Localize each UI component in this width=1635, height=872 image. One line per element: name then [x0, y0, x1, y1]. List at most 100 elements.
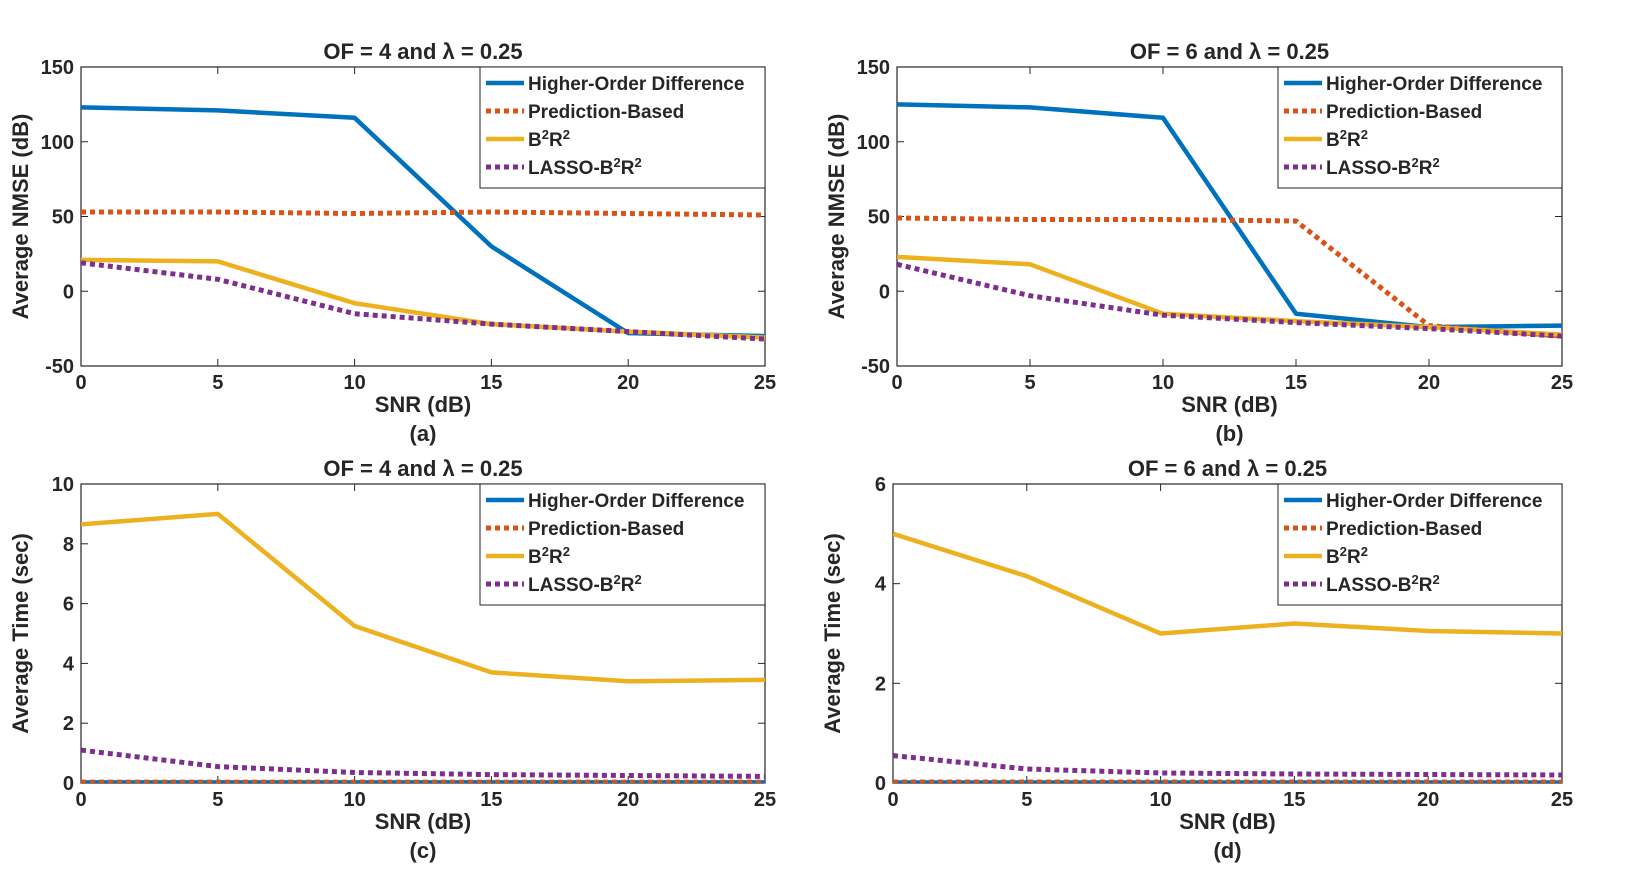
- series-line-3: [893, 531, 1562, 636]
- x-tick-label: 10: [1152, 372, 1174, 394]
- legend-label-2: Prediction-Based: [1326, 102, 1482, 123]
- x-tick-label: 20: [1418, 372, 1440, 394]
- y-tick-label: 0: [63, 773, 74, 795]
- y-axis-label: Average Time (sec): [820, 533, 845, 734]
- x-tick-label: 20: [1417, 789, 1439, 811]
- y-axis-label: Average Time (sec): [8, 533, 33, 734]
- x-tick-label: 15: [1283, 789, 1305, 811]
- x-tick-label: 25: [1551, 789, 1573, 811]
- chart-title: OF = 4 and λ = 0.25: [323, 39, 522, 64]
- series-line-4: [893, 753, 1562, 778]
- y-tick-label: 4: [875, 574, 887, 596]
- y-tick-label: 4: [63, 653, 75, 675]
- x-tick-label: 25: [754, 789, 776, 811]
- panel-caption: (b): [1215, 421, 1243, 446]
- panel-caption: (c): [410, 838, 437, 863]
- legend-label-1: Higher-Order Difference: [1326, 491, 1542, 512]
- series-group: [893, 531, 1562, 783]
- x-tick-label: 5: [1024, 372, 1035, 394]
- legend-box: [1277, 66, 1563, 189]
- x-tick-label: 10: [343, 789, 365, 811]
- series-line-3: [81, 257, 765, 340]
- y-tick-label: 50: [52, 207, 74, 229]
- legend-label-4: LASSO-B2R2: [528, 572, 642, 597]
- chart-panel-4: OF = 6 and λ = 0.25 0 5 10 15 20 25 0 2 4 6 SNR (dB…: [820, 456, 1573, 863]
- x-axis-label: SNR (dB): [375, 392, 472, 417]
- y-tick-label: 10: [52, 474, 74, 496]
- chart-panel-2: OF = 6 and λ = 0.250 5 10 15 20 25-5005010015…: [824, 39, 1573, 446]
- x-tick-label: 0: [75, 789, 86, 811]
- y-tick-label: 2: [63, 713, 74, 735]
- legend-label-1: Higher-Order Difference: [528, 74, 744, 95]
- panel-caption: (d): [1213, 838, 1241, 863]
- y-tick-label: 8: [63, 534, 74, 556]
- x-tick-label: 20: [617, 372, 639, 394]
- x-tick-label: 20: [617, 789, 639, 811]
- series-line-2: [897, 215, 1562, 339]
- series-group: [897, 102, 1562, 339]
- legend-label-2: Prediction-Based: [528, 102, 684, 123]
- y-tick-label: 100: [41, 132, 74, 154]
- legend: Higher-Order Difference Prediction-Based B…: [479, 483, 766, 606]
- chart-title: OF = 4 and λ = 0.25: [323, 456, 522, 481]
- series-line-4: [81, 747, 765, 779]
- x-tick-label: 10: [343, 372, 365, 394]
- y-tick-label: 0: [875, 773, 886, 795]
- y-tick-label: 50: [868, 207, 890, 229]
- x-tick-label: 15: [1285, 372, 1307, 394]
- x-tick-label: 5: [1021, 789, 1032, 811]
- x-axis-label: SNR (dB): [375, 809, 472, 834]
- legend-box: [479, 66, 766, 189]
- y-axis-label: Average NMSE (dB): [824, 114, 849, 320]
- legend-label-1: Higher-Order Difference: [1326, 74, 1542, 95]
- legend: Higher-Order Difference Prediction-Based B…: [1277, 483, 1563, 606]
- y-tick-label: 6: [63, 594, 74, 616]
- series-line-3: [81, 511, 765, 684]
- legend-label-3: B2R2: [1326, 544, 1368, 569]
- legend-label-1: Higher-Order Difference: [528, 491, 744, 512]
- legend-box: [1277, 483, 1563, 606]
- legend-label-4: LASSO-B2R2: [1326, 155, 1440, 180]
- legend-label-2: Prediction-Based: [1326, 519, 1482, 540]
- legend-label-3: B2R2: [1326, 127, 1368, 152]
- x-tick-label: 5: [212, 372, 223, 394]
- x-tick-label: 0: [887, 789, 898, 811]
- legend-label-4: LASSO-B2R2: [1326, 572, 1440, 597]
- y-tick-label: 2: [875, 673, 886, 695]
- x-tick-label: 15: [480, 372, 502, 394]
- x-tick-label: 5: [212, 789, 223, 811]
- x-tick-label: 10: [1149, 789, 1171, 811]
- x-tick-label: 25: [754, 372, 776, 394]
- chart-panel-1: OF = 4 and λ = 0.250 5 10 15 20 25-5005010015…: [8, 39, 776, 446]
- y-tick-label: 0: [63, 281, 74, 303]
- series-group: [81, 511, 765, 783]
- series-group: [81, 105, 765, 342]
- y-tick-label: 0: [879, 281, 890, 303]
- chart-title: OF = 6 and λ = 0.25: [1128, 456, 1327, 481]
- y-tick-label: 6: [875, 474, 886, 496]
- legend: Higher-Order Difference Prediction-Based B…: [1277, 66, 1563, 189]
- y-tick-label: 150: [857, 57, 890, 79]
- chart-panel-3: OF = 4 and λ = 0.25 0 5 10 15 20 25 0 2 4 6 8 10 SNR …: [8, 456, 776, 863]
- x-axis-label: SNR (dB): [1179, 809, 1276, 834]
- legend: Higher-Order Difference Prediction-Based B…: [479, 66, 766, 189]
- legend-label-4: LASSO-B2R2: [528, 155, 642, 180]
- y-tick-label: -50: [45, 356, 74, 378]
- x-tick-label: 0: [891, 372, 902, 394]
- legend-box: [479, 483, 766, 606]
- x-tick-label: 25: [1551, 372, 1573, 394]
- legend-label-2: Prediction-Based: [528, 519, 684, 540]
- y-tick-label: -50: [861, 356, 890, 378]
- x-tick-label: 0: [75, 372, 86, 394]
- panel-caption: (a): [410, 421, 437, 446]
- series-line-4: [897, 261, 1562, 339]
- legend-label-3: B2R2: [528, 544, 570, 569]
- x-axis-label: SNR (dB): [1181, 392, 1278, 417]
- series-line-2: [81, 209, 765, 218]
- y-tick-label: 100: [857, 132, 890, 154]
- chart-title: OF = 6 and λ = 0.25: [1130, 39, 1329, 64]
- x-tick-label: 15: [480, 789, 502, 811]
- legend-label-3: B2R2: [528, 127, 570, 152]
- y-tick-label: 150: [41, 57, 74, 79]
